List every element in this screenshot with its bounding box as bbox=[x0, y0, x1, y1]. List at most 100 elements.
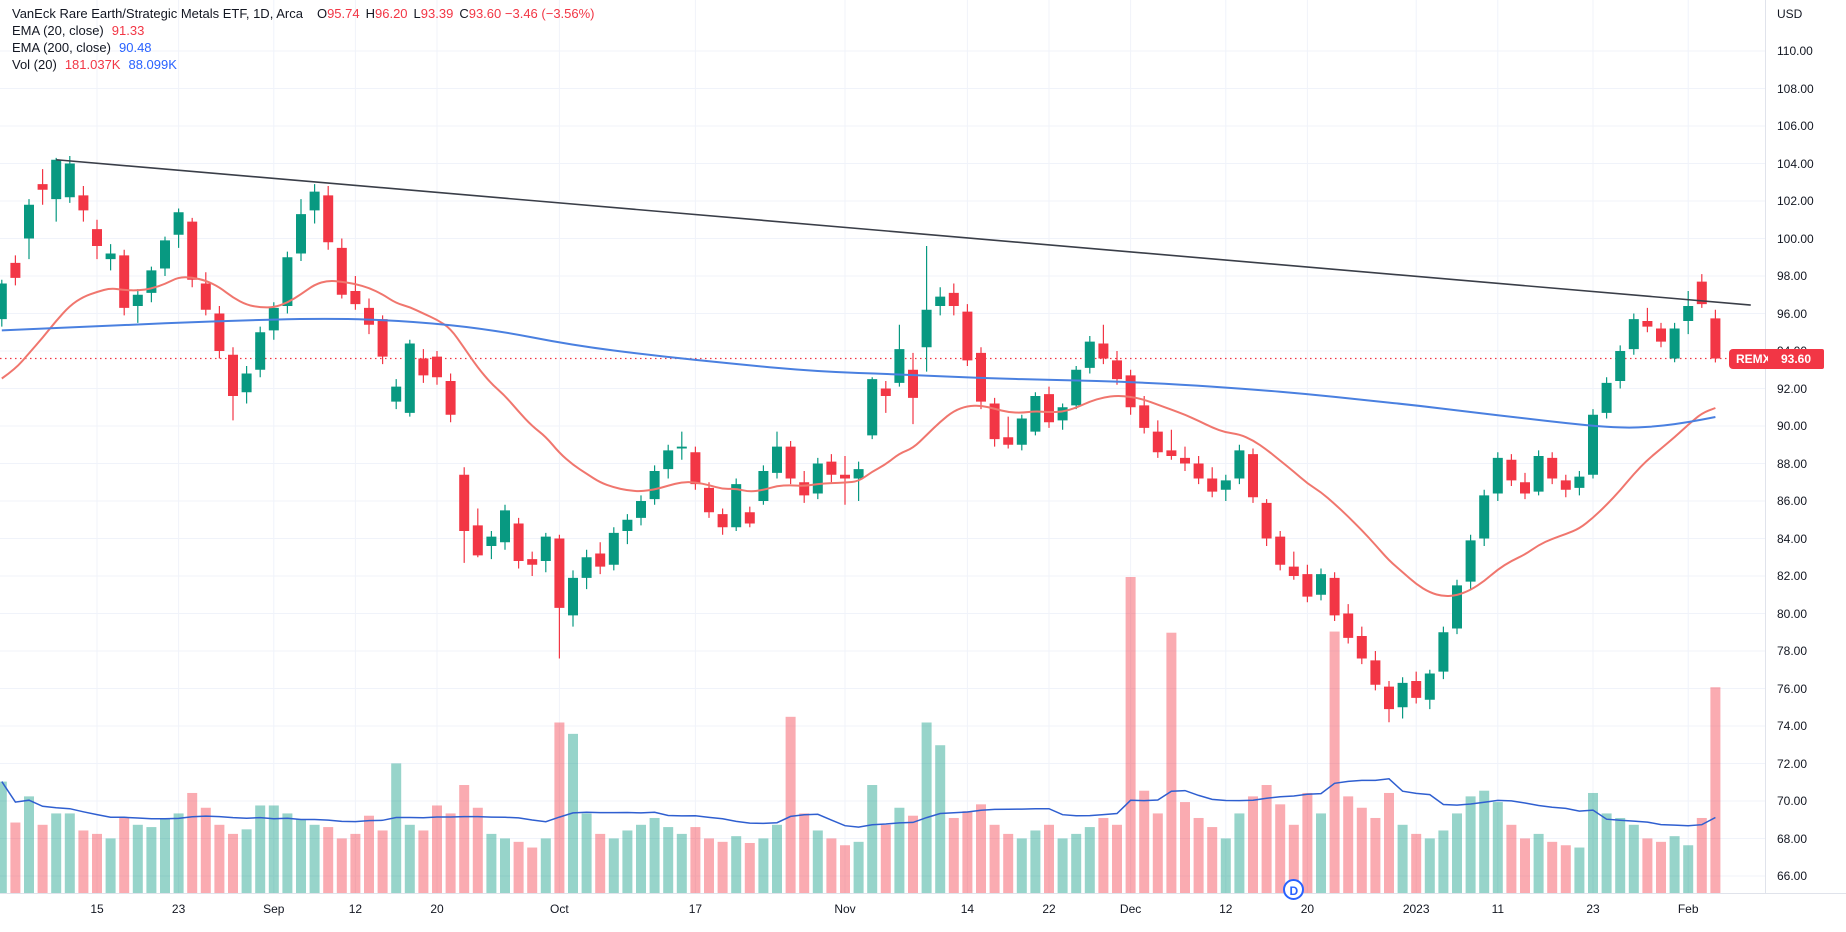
candle[interactable] bbox=[962, 311, 973, 361]
candle[interactable] bbox=[1656, 328, 1666, 342]
candle[interactable] bbox=[704, 487, 714, 513]
candle[interactable] bbox=[1683, 306, 1694, 321]
candle[interactable] bbox=[1016, 418, 1027, 445]
candle[interactable] bbox=[173, 212, 184, 235]
candle[interactable] bbox=[200, 283, 211, 310]
candle[interactable] bbox=[78, 195, 89, 211]
candle[interactable] bbox=[0, 283, 7, 320]
candle[interactable] bbox=[214, 313, 225, 352]
candle[interactable] bbox=[486, 536, 497, 546]
candle[interactable] bbox=[1316, 574, 1326, 595]
candle[interactable] bbox=[1411, 681, 1422, 698]
candle[interactable] bbox=[1628, 319, 1639, 350]
time-axis[interactable]: 15 23 Sep 12 20 Oct 17 Nov 14 22 Dec 12 20 2023 11 23 Fe… bbox=[0, 893, 1846, 932]
candle[interactable] bbox=[676, 446, 687, 449]
candle[interactable] bbox=[540, 536, 551, 561]
candle[interactable] bbox=[350, 291, 361, 305]
candle[interactable] bbox=[853, 469, 864, 479]
candle[interactable] bbox=[554, 538, 565, 608]
candle[interactable] bbox=[364, 307, 374, 325]
candle[interactable] bbox=[731, 484, 742, 528]
candle[interactable] bbox=[1248, 454, 1258, 498]
candle[interactable] bbox=[472, 525, 483, 556]
candle[interactable] bbox=[663, 450, 674, 470]
candle[interactable] bbox=[840, 474, 850, 479]
candle[interactable] bbox=[336, 247, 347, 295]
candle[interactable] bbox=[894, 349, 905, 383]
candle[interactable] bbox=[391, 386, 402, 402]
symbol-title[interactable]: VanEck Rare Earth/Strategic Metals ETF, … bbox=[12, 6, 303, 21]
candle[interactable] bbox=[880, 388, 891, 397]
indicator-name[interactable]: Vol (20) bbox=[12, 57, 57, 72]
candle[interactable] bbox=[296, 214, 306, 254]
candle[interactable] bbox=[581, 557, 592, 578]
candle[interactable] bbox=[1166, 450, 1177, 456]
candle[interactable] bbox=[309, 191, 320, 211]
candle[interactable] bbox=[1384, 686, 1394, 710]
candle[interactable] bbox=[1465, 540, 1476, 582]
candle[interactable] bbox=[1574, 476, 1585, 488]
candle[interactable] bbox=[51, 159, 62, 200]
candle[interactable] bbox=[1642, 321, 1653, 327]
candle[interactable] bbox=[1356, 636, 1367, 659]
candle[interactable] bbox=[826, 461, 837, 475]
candle[interactable] bbox=[432, 356, 442, 378]
candles-layer[interactable] bbox=[0, 156, 1721, 723]
candle[interactable] bbox=[717, 514, 728, 528]
candle[interactable] bbox=[595, 553, 606, 567]
candle[interactable] bbox=[1329, 577, 1340, 616]
candle[interactable] bbox=[459, 474, 470, 531]
candle[interactable] bbox=[1710, 318, 1721, 359]
candle[interactable] bbox=[119, 255, 130, 308]
candle[interactable] bbox=[799, 482, 810, 496]
candle[interactable] bbox=[1424, 673, 1435, 700]
candle[interactable] bbox=[500, 510, 510, 543]
candle[interactable] bbox=[1234, 450, 1245, 479]
candle[interactable] bbox=[622, 519, 633, 531]
candle[interactable] bbox=[1615, 351, 1626, 381]
candle[interactable] bbox=[160, 240, 170, 269]
candle[interactable] bbox=[187, 221, 198, 280]
candle[interactable] bbox=[690, 452, 701, 485]
candle[interactable] bbox=[1098, 343, 1109, 359]
candle[interactable] bbox=[867, 379, 878, 436]
candle[interactable] bbox=[527, 559, 538, 565]
candle[interactable] bbox=[1370, 660, 1381, 685]
candle[interactable] bbox=[1438, 632, 1449, 672]
price-axis[interactable]: USD 110.00 108.00 106.00 104.00 102.00 100.00… bbox=[1765, 0, 1846, 893]
candle[interactable] bbox=[1030, 396, 1041, 432]
candle[interactable] bbox=[1112, 360, 1122, 380]
candle[interactable] bbox=[989, 403, 1000, 440]
candle[interactable] bbox=[92, 229, 102, 246]
candle[interactable] bbox=[146, 270, 157, 293]
candle[interactable] bbox=[1044, 394, 1054, 423]
indicator-name[interactable]: EMA (200, close) bbox=[12, 40, 111, 55]
chart-canvas[interactable] bbox=[0, 0, 1765, 893]
candle[interactable] bbox=[1220, 480, 1231, 490]
indicator-name[interactable]: EMA (20, close) bbox=[12, 23, 104, 38]
candle[interactable] bbox=[241, 373, 252, 393]
candle[interactable] bbox=[105, 253, 116, 260]
candle[interactable] bbox=[1207, 478, 1218, 492]
candle[interactable] bbox=[418, 358, 429, 376]
candle[interactable] bbox=[1180, 457, 1190, 464]
candle[interactable] bbox=[1533, 456, 1544, 492]
candle[interactable] bbox=[1669, 328, 1680, 359]
candle[interactable] bbox=[1193, 463, 1204, 479]
candle[interactable] bbox=[772, 446, 782, 473]
candle[interactable] bbox=[282, 257, 293, 306]
candle[interactable] bbox=[1302, 574, 1313, 597]
candle[interactable] bbox=[1452, 585, 1462, 629]
candle[interactable] bbox=[1057, 407, 1068, 421]
candle[interactable] bbox=[404, 343, 415, 413]
candle[interactable] bbox=[10, 262, 21, 278]
candle[interactable] bbox=[1152, 431, 1163, 453]
candle[interactable] bbox=[785, 446, 796, 479]
candle[interactable] bbox=[1261, 502, 1272, 539]
candle[interactable] bbox=[935, 296, 946, 306]
candle[interactable] bbox=[228, 354, 238, 396]
candle[interactable] bbox=[608, 532, 619, 565]
candle[interactable] bbox=[513, 523, 524, 562]
candle[interactable] bbox=[649, 471, 660, 500]
candle[interactable] bbox=[1139, 405, 1150, 428]
